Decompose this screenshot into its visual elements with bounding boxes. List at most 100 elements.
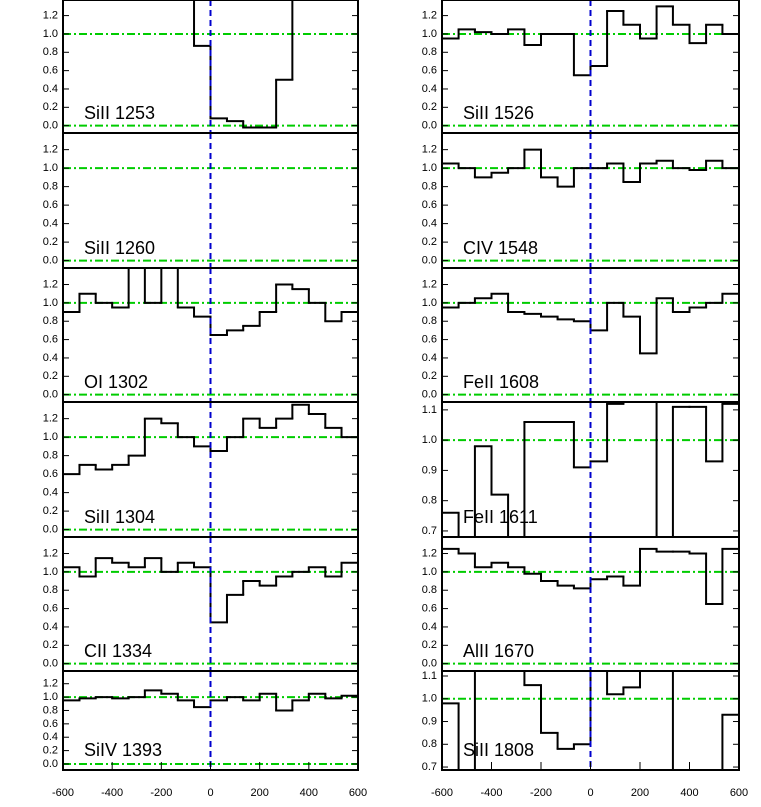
y-tick-label: 0.8 [422, 46, 437, 58]
y-tick-label: 0.2 [422, 101, 437, 113]
y-tick-label: 0.6 [43, 602, 58, 614]
x-tick-label: 600 [349, 787, 367, 799]
y-tick-label: 1.2 [43, 144, 58, 156]
y-tick-label: 0.2 [422, 639, 437, 651]
panel [442, 268, 739, 402]
y-tick-label: 1.2 [43, 678, 58, 690]
y-tick-label: 0.6 [43, 468, 58, 480]
y-tick-label: 1.2 [43, 547, 58, 559]
y-tick-label: 0.2 [43, 101, 58, 113]
y-tick-label: 0.6 [422, 602, 437, 614]
y-tick-label: 0.7 [422, 761, 437, 773]
y-tick-label: 0.8 [43, 315, 58, 327]
y-tick-label: 1.0 [422, 566, 437, 578]
panel [442, 402, 739, 537]
y-tick-label: 0.8 [422, 738, 437, 750]
y-tick-label: 1.2 [422, 278, 437, 290]
y-tick-label: 1.0 [422, 297, 437, 309]
panel-label: FeII 1608 [463, 372, 539, 392]
y-tick-label: 0.6 [422, 199, 437, 211]
frame [441, 670, 740, 771]
panel-label: CII 1334 [84, 641, 152, 661]
panel [442, 133, 739, 268]
y-tick-label: 0.8 [422, 495, 437, 507]
panel-label: SiII 1526 [463, 103, 534, 123]
y-tick-label: 1.0 [422, 693, 437, 705]
y-tick-label: 0.2 [43, 236, 58, 248]
y-tick-label: 0.4 [43, 621, 58, 633]
x-tick-label: 400 [680, 787, 698, 799]
y-tick-label: 1.2 [422, 547, 437, 559]
y-tick-label: 0.4 [43, 83, 58, 95]
y-tick-label: 1.1 [422, 670, 437, 682]
y-tick-label: 1.0 [43, 566, 58, 578]
y-tick-label: 0.8 [43, 584, 58, 596]
y-tick-label: 0.6 [43, 199, 58, 211]
y-tick-label: 0.9 [422, 715, 437, 727]
y-tick-label: 0.0 [43, 255, 58, 267]
y-tick-label: 0.4 [43, 487, 58, 499]
y-tick-label: 0.2 [422, 236, 437, 248]
y-tick-label: 0.0 [43, 120, 58, 132]
x-tick-label: -200 [530, 787, 552, 799]
y-tick-label: 1.0 [422, 162, 437, 174]
panel-label: AlII 1670 [463, 641, 534, 661]
y-tick-label: 0.4 [422, 352, 437, 364]
y-tick-label: 0.0 [43, 758, 58, 770]
panel [63, 0, 358, 133]
y-tick-label: 0.2 [43, 370, 58, 382]
y-tick-label: 0.4 [422, 83, 437, 95]
y-tick-label: 0.6 [43, 65, 58, 77]
panel-label: OI 1302 [84, 372, 148, 392]
y-tick-label: 0.6 [43, 333, 58, 345]
y-tick-label: 0.8 [43, 181, 58, 193]
y-tick-label: 1.0 [422, 28, 437, 40]
panel-label: SiII 1808 [463, 740, 534, 760]
x-tick-label: 400 [300, 787, 318, 799]
y-tick-label: 0.8 [43, 704, 58, 716]
y-tick-label: 0.2 [43, 745, 58, 757]
y-tick-label: 1.0 [43, 431, 58, 443]
panel [63, 133, 358, 268]
y-tick-label: 0.0 [422, 255, 437, 267]
y-tick-label: 0.2 [43, 639, 58, 651]
x-tick-label: 0 [207, 787, 213, 799]
x-tick-label: 600 [730, 787, 748, 799]
panel-label: SiII 1260 [84, 238, 155, 258]
y-tick-label: 0.2 [43, 505, 58, 517]
y-tick-label: 0.0 [422, 120, 437, 132]
y-tick-label: 0.8 [43, 46, 58, 58]
panel-label: SiII 1304 [84, 507, 155, 527]
y-tick-label: 0.8 [422, 584, 437, 596]
panel [63, 537, 358, 671]
panel-label: FeII 1611 [463, 507, 538, 527]
y-tick-label: 0.0 [422, 658, 437, 670]
y-tick-label: 0.7 [422, 525, 437, 537]
y-tick-label: 1.0 [43, 28, 58, 40]
y-tick-label: 1.0 [43, 162, 58, 174]
y-tick-label: 0.6 [422, 333, 437, 345]
panel-label: SiIV 1393 [84, 740, 162, 760]
frame [62, 670, 359, 771]
panel [63, 402, 358, 537]
y-tick-label: 0.6 [422, 65, 437, 77]
y-tick-label: 0.4 [43, 218, 58, 230]
y-tick-label: 1.0 [43, 691, 58, 703]
x-tick-label: -200 [150, 787, 172, 799]
y-tick-label: 0.0 [43, 524, 58, 536]
y-tick-label: 1.2 [422, 144, 437, 156]
y-tick-label: 0.0 [43, 389, 58, 401]
x-tick-label: -600 [52, 787, 74, 799]
y-tick-label: 0.2 [422, 370, 437, 382]
panel-label: CIV 1548 [463, 238, 538, 258]
x-tick-label: -600 [431, 787, 453, 799]
x-tick-label: -400 [480, 787, 502, 799]
y-tick-label: 1.2 [43, 9, 58, 21]
y-tick-label: 1.0 [43, 297, 58, 309]
y-tick-label: 0.6 [43, 718, 58, 730]
x-tick-label: 200 [250, 787, 268, 799]
y-tick-label: 1.2 [422, 9, 437, 21]
y-tick-label: 1.2 [43, 413, 58, 425]
y-tick-label: 1.2 [43, 278, 58, 290]
